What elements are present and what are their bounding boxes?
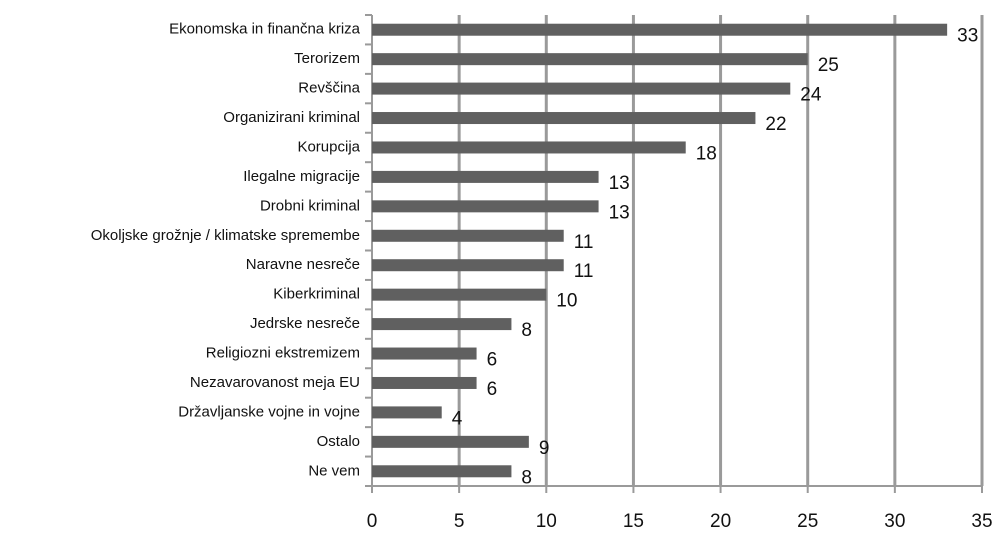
category-label: Terorizem bbox=[294, 50, 360, 67]
value-label: 4 bbox=[452, 408, 463, 429]
category-label: Državljanske vojne in vojne bbox=[178, 403, 360, 420]
x-tick-label: 20 bbox=[710, 511, 731, 532]
value-label: 33 bbox=[957, 26, 978, 47]
x-tick-label: 15 bbox=[623, 511, 644, 532]
value-label: 6 bbox=[487, 379, 498, 400]
category-label: Ekonomska in finančna kriza bbox=[169, 21, 361, 38]
value-label: 9 bbox=[539, 438, 550, 459]
bar bbox=[372, 112, 756, 125]
category-label: Religiozni ekstremizem bbox=[206, 345, 360, 362]
x-tick-label: 5 bbox=[454, 511, 465, 532]
category-label: Organizirani kriminal bbox=[223, 109, 360, 126]
category-label: Okoljske grožnje / klimatske spremembe bbox=[91, 227, 360, 244]
value-label: 6 bbox=[487, 350, 498, 371]
category-label: Kiberkriminal bbox=[273, 286, 360, 303]
x-tick-label: 0 bbox=[367, 511, 378, 532]
category-label: Ne vem bbox=[308, 462, 360, 479]
bar bbox=[372, 259, 564, 272]
value-label: 13 bbox=[609, 202, 630, 223]
bar bbox=[372, 141, 686, 154]
x-tick-label: 10 bbox=[536, 511, 557, 532]
x-tick-label: 35 bbox=[971, 511, 992, 532]
value-label: 25 bbox=[818, 55, 839, 76]
bar bbox=[372, 288, 547, 301]
bar bbox=[372, 53, 808, 66]
category-label: Drobni kriminal bbox=[260, 197, 360, 214]
bar bbox=[372, 82, 791, 95]
bar bbox=[372, 406, 442, 419]
category-label: Revščina bbox=[298, 80, 360, 97]
value-label: 18 bbox=[696, 143, 717, 164]
bar bbox=[372, 200, 599, 213]
value-label: 13 bbox=[609, 173, 630, 194]
value-label: 11 bbox=[574, 261, 594, 282]
bar bbox=[372, 435, 529, 448]
value-label: 10 bbox=[556, 291, 577, 312]
category-label: Ilegalne migracije bbox=[243, 168, 360, 185]
category-label: Jedrske nesreče bbox=[250, 315, 360, 332]
bar bbox=[372, 23, 948, 36]
bar bbox=[372, 318, 512, 331]
value-label: 22 bbox=[765, 114, 786, 135]
value-label: 11 bbox=[574, 232, 594, 253]
x-tick-label: 25 bbox=[797, 511, 818, 532]
category-label: Nezavarovanost meja EU bbox=[190, 374, 360, 391]
category-label: Ostalo bbox=[317, 433, 360, 450]
category-label: Naravne nesreče bbox=[246, 256, 360, 273]
x-tick-label: 30 bbox=[884, 511, 905, 532]
bar bbox=[372, 347, 477, 360]
bar bbox=[372, 376, 477, 389]
bar bbox=[372, 229, 564, 242]
value-label: 8 bbox=[521, 467, 532, 488]
value-label: 8 bbox=[521, 320, 532, 341]
value-label: 24 bbox=[800, 85, 822, 106]
bar bbox=[372, 170, 599, 183]
category-label: Korupcija bbox=[297, 138, 360, 155]
bar bbox=[372, 465, 512, 478]
